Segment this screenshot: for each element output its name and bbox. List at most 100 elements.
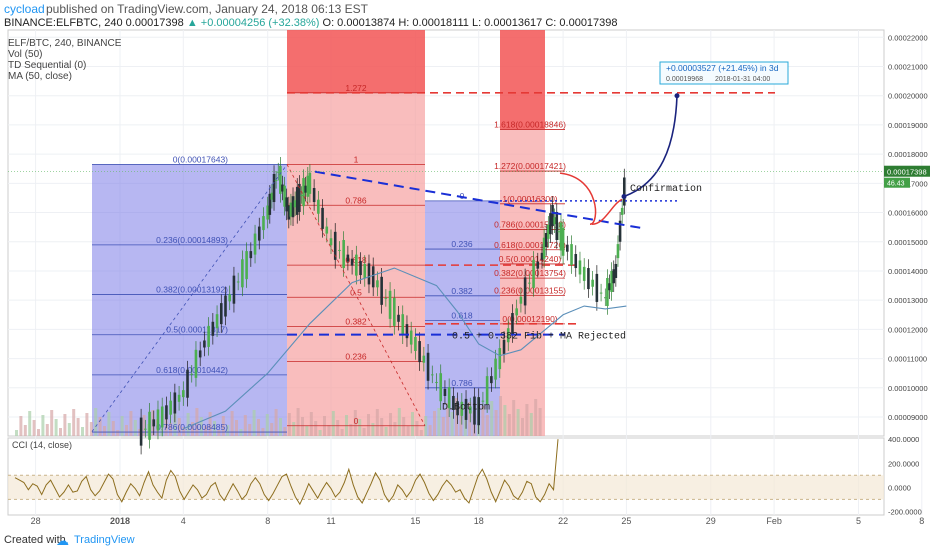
volume-bar [133, 420, 137, 436]
last-volume-tag [884, 177, 910, 188]
cci-tick-label: 200.0000 [888, 459, 919, 468]
projection-curve [623, 95, 678, 198]
volume-bar [195, 408, 199, 436]
candle-body [249, 251, 253, 259]
fib-mid-level-label: 0.5 [350, 287, 362, 297]
projection-price: 0.00019968 [666, 76, 703, 83]
candle-body [591, 279, 594, 287]
volume-bar [402, 417, 406, 436]
volume-bar [503, 405, 507, 436]
volume-bar [116, 430, 120, 436]
volume-bar [349, 424, 353, 436]
volume-bar [375, 409, 379, 436]
tradingview-brand[interactable]: TradingView [74, 534, 135, 546]
candle-body [443, 388, 447, 396]
candle-body [169, 400, 172, 415]
volume-bar [516, 409, 520, 436]
candle-body [582, 266, 586, 281]
candle-body [293, 200, 297, 208]
volume-bar [336, 420, 340, 436]
volume-bar [72, 409, 76, 436]
volume-bar [23, 425, 27, 436]
candle-body [380, 276, 383, 305]
publish-info: published on TradingView.com, January 24… [46, 2, 368, 16]
author-link[interactable]: cycload [4, 2, 45, 16]
candle-body [165, 405, 168, 420]
volume-bar [397, 408, 401, 436]
volume-bar [433, 411, 436, 436]
candle-body [515, 308, 518, 316]
x-tick-label: 22 [558, 516, 568, 526]
volume-bar [76, 418, 80, 436]
candle-body [257, 226, 261, 241]
fib-mid-level-label: 0 [354, 416, 359, 426]
fib-right-red-level-label: 0.786(0.00015418) [494, 220, 566, 230]
candle-body [578, 260, 582, 275]
candle-body [274, 179, 278, 181]
candle-body [144, 428, 147, 430]
volume-bar [507, 414, 511, 436]
candle-body [506, 328, 510, 343]
candle-body [173, 392, 177, 414]
candle-body [494, 358, 497, 380]
volume-bar [367, 414, 370, 436]
volume-bar [340, 429, 344, 436]
candle-body [270, 192, 274, 200]
volume-bar [450, 412, 454, 436]
y-tick-label: 0.00018000 [888, 150, 928, 159]
candle-body [148, 411, 151, 440]
candle-body [604, 297, 607, 299]
volume-bar [380, 418, 384, 436]
candle-body [302, 178, 305, 207]
fib-right-red-level-label: 0.236(0.00013155) [494, 286, 566, 296]
volume-bar [490, 401, 494, 436]
volume-bar [235, 420, 238, 436]
candle-body [612, 269, 616, 284]
volume-bar [239, 429, 243, 436]
confirmation-point [621, 193, 627, 199]
candle-body [547, 224, 550, 239]
last-price-tag-label: 0.00017398 [887, 168, 927, 177]
candle-body [291, 196, 295, 218]
candle-body [549, 213, 552, 235]
candle-body [198, 350, 202, 358]
candle-body [367, 263, 371, 285]
volume-bar [85, 413, 89, 436]
candle-body [215, 314, 219, 329]
volume-bar [485, 415, 489, 436]
legend-vol: Vol (50) [8, 49, 43, 60]
fib-right-blue-level-label: 0.618 [451, 311, 473, 321]
candle-body [599, 292, 603, 294]
candle-body [152, 419, 156, 427]
candle-body [300, 195, 303, 197]
candle-body [376, 280, 379, 288]
volume-bar [81, 427, 84, 436]
fib-mid-level-label: 1.272 [345, 83, 367, 93]
dbottom-label: D.Bottom [442, 403, 490, 414]
candle-body [228, 294, 232, 302]
fib-right-blue-level-label: 0.236 [451, 239, 473, 249]
candle-body [287, 205, 291, 220]
candle-body [346, 254, 350, 262]
volume-bar [499, 396, 502, 436]
candle-body [253, 233, 257, 255]
volume-bar [213, 421, 216, 436]
candle-body [281, 184, 284, 192]
rejected-label: 0.5 + 0.382 Fib + MA Rejected [452, 331, 626, 343]
ohlc: O: 0.00013874 H: 0.00018111 L: 0.0001361… [322, 17, 618, 29]
volume-bar [230, 411, 234, 436]
volume-bar [455, 398, 458, 436]
candle-body [139, 417, 143, 446]
candle-body [304, 185, 307, 193]
volume-bar [98, 417, 102, 436]
breakout-arrow [591, 198, 623, 225]
candle-body [557, 231, 561, 233]
volume-bar [494, 410, 498, 436]
candle-body [194, 349, 198, 378]
volume-bar [15, 430, 18, 436]
indicator-legend: ELF/BTC, 240, BINANCE Vol (50) TD Sequen… [8, 38, 121, 82]
red-zone-top-right [500, 30, 545, 130]
candle-body [551, 204, 554, 226]
candle-body [523, 277, 527, 306]
